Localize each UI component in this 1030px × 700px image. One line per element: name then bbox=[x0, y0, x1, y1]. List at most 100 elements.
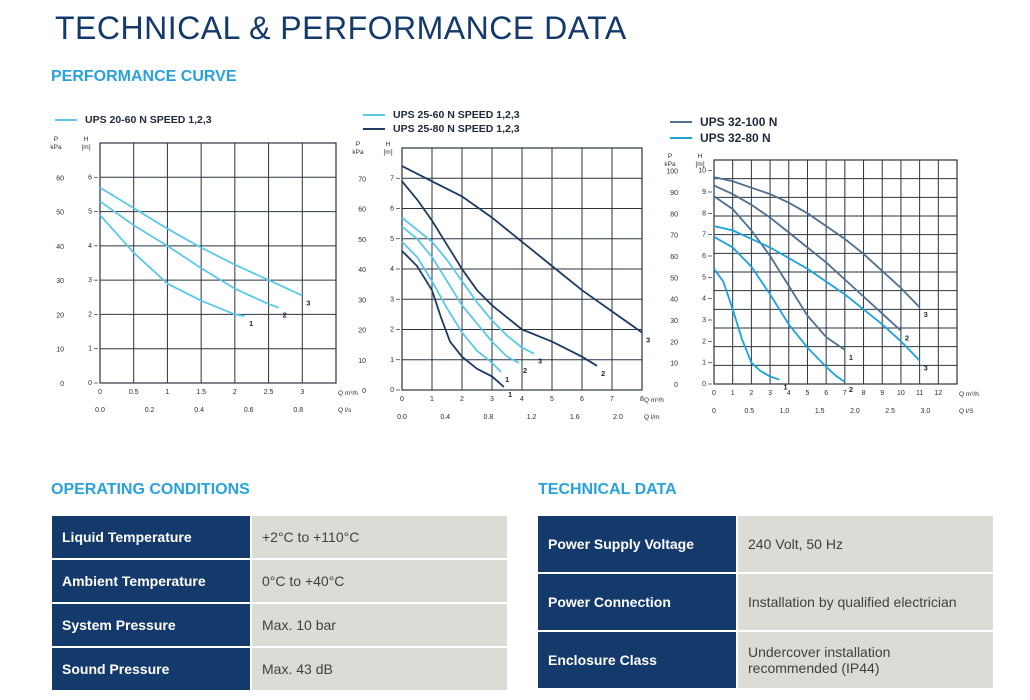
legend-entry: UPS 20-60 N SPEED 1,2,3 bbox=[55, 113, 212, 127]
x-ls-tick-label: 2.0 bbox=[613, 414, 623, 421]
x-flow-tick-label: 3 bbox=[300, 389, 304, 396]
legend-swatch bbox=[670, 137, 692, 139]
x-flow-tick-label: 8 bbox=[862, 390, 866, 397]
y-pressure-unit-label: kPa bbox=[50, 144, 62, 151]
table-row: Liquid Temperature +2°C to +110°C bbox=[50, 514, 509, 560]
x-ls-tick-label: 1.2 bbox=[527, 414, 537, 421]
y-head-tick-label: 3 bbox=[702, 317, 706, 324]
row-value: 0°C to +40°C bbox=[250, 558, 509, 604]
y-head-tick-label: 6 bbox=[390, 206, 394, 213]
x-flow-tick-label: 2 bbox=[233, 389, 237, 396]
performance-curve-heading: PERFORMANCE CURVE bbox=[51, 68, 237, 85]
y-pressure-tick-label: 30 bbox=[670, 318, 678, 325]
y-pressure-tick-label: 40 bbox=[56, 244, 64, 251]
x-flow-tick-label: 3 bbox=[768, 390, 772, 397]
legend-swatch bbox=[363, 114, 385, 116]
row-key: Sound Pressure bbox=[50, 646, 252, 692]
legend-label: UPS 32-80 N bbox=[700, 131, 771, 145]
series-line bbox=[713, 195, 846, 351]
series-line bbox=[401, 216, 535, 355]
legend-entry: UPS 25-80 N SPEED 1,2,3 bbox=[363, 122, 520, 136]
x-flow-tick-label: 4 bbox=[787, 390, 791, 397]
series-label: 1 bbox=[783, 383, 787, 392]
row-value: +2°C to +110°C bbox=[250, 514, 509, 560]
series-line bbox=[713, 225, 921, 362]
x-flow-tick-label: 8 bbox=[640, 396, 644, 403]
y-head-unit-label: [m] bbox=[383, 149, 392, 156]
x-ls-tick-label: 2.0 bbox=[850, 408, 860, 415]
x-flow-unit-label: Q m³/h bbox=[338, 390, 358, 397]
y-pressure-unit-label: kPa bbox=[664, 161, 676, 168]
table-row: Ambient Temperature 0°C to +40°C bbox=[50, 558, 509, 604]
legend-swatch bbox=[363, 128, 385, 130]
x-flow-tick-label: 7 bbox=[843, 390, 847, 397]
x-flow-tick-label: 6 bbox=[580, 396, 584, 403]
series-line bbox=[401, 180, 598, 367]
series-line bbox=[99, 214, 246, 317]
y-pressure-tick-label: 10 bbox=[56, 347, 64, 354]
series-line bbox=[99, 200, 279, 309]
chart3-legend: UPS 32-100 N UPS 32-80 N bbox=[670, 114, 777, 146]
y-head-tick-label: 2 bbox=[390, 327, 394, 334]
legend-swatch bbox=[55, 119, 77, 121]
y-head-tick-label: 0 bbox=[702, 381, 706, 388]
x-ls-unit-label: Q l/s bbox=[338, 407, 352, 414]
y-pressure-tick-label: 30 bbox=[56, 278, 64, 285]
y-head-unit-label: [m] bbox=[695, 161, 704, 168]
y-pressure-unit-label: kPa bbox=[352, 149, 364, 156]
row-key: Enclosure Class bbox=[536, 630, 738, 690]
x-flow-unit-label: Q m³/h bbox=[959, 391, 979, 398]
x-flow-tick-label: 1.5 bbox=[196, 389, 206, 396]
x-flow-tick-label: 0.5 bbox=[129, 389, 139, 396]
x-flow-tick-label: 11 bbox=[916, 390, 923, 397]
series-line bbox=[99, 186, 303, 297]
y-head-tick-label: 0 bbox=[88, 380, 92, 387]
x-flow-tick-label: 6 bbox=[824, 390, 828, 397]
x-ls-tick-label: 0.8 bbox=[293, 407, 303, 414]
x-flow-tick-label: 1 bbox=[165, 389, 169, 396]
series-label: 1 bbox=[849, 353, 853, 362]
x-flow-unit-label: Q m³/h bbox=[644, 397, 664, 404]
x-flow-tick-label: 10 bbox=[897, 390, 905, 397]
y-pressure-tick-label: 70 bbox=[670, 233, 678, 240]
operating-conditions-heading: OPERATING CONDITIONS bbox=[51, 481, 250, 498]
x-ls-tick-label: 1.6 bbox=[570, 414, 580, 421]
y-pressure-tick-label: 0 bbox=[60, 381, 64, 388]
row-key: System Pressure bbox=[50, 602, 252, 648]
series-label: 1 bbox=[505, 375, 509, 384]
y-head-unit-label: H bbox=[698, 153, 703, 160]
legend-entry: UPS 32-80 N bbox=[670, 130, 777, 146]
x-flow-tick-label: 9 bbox=[880, 390, 884, 397]
x-flow-tick-label: 4 bbox=[520, 396, 524, 403]
chart2-legend: UPS 25-60 N SPEED 1,2,3 UPS 25-80 N SPEE… bbox=[363, 108, 520, 136]
series-label: 1 bbox=[249, 319, 253, 328]
legend-entry: UPS 32-100 N bbox=[670, 114, 777, 130]
row-value: Max. 10 bar bbox=[250, 602, 509, 648]
y-pressure-tick-label: 70 bbox=[358, 176, 366, 183]
table-row: System Pressure Max. 10 bar bbox=[50, 602, 509, 648]
legend-entry: UPS 25-60 N SPEED 1,2,3 bbox=[363, 108, 520, 122]
x-ls-tick-label: 3.0 bbox=[921, 408, 931, 415]
y-pressure-tick-label: 0 bbox=[362, 388, 366, 395]
x-ls-tick-label: 1.5 bbox=[815, 408, 825, 415]
x-ls-tick-label: 0.4 bbox=[440, 414, 450, 421]
legend-label: UPS 32-100 N bbox=[700, 115, 778, 129]
table-row: Power Supply Voltage 240 Volt, 50 Hz bbox=[536, 514, 995, 574]
y-pressure-tick-label: 90 bbox=[670, 190, 678, 197]
series-line bbox=[401, 241, 502, 373]
y-head-tick-label: 5 bbox=[390, 236, 394, 243]
y-head-tick-label: 10 bbox=[698, 168, 706, 175]
x-flow-tick-label: 12 bbox=[934, 390, 942, 397]
y-head-tick-label: 1 bbox=[702, 360, 706, 367]
x-flow-tick-label: 3 bbox=[490, 396, 494, 403]
x-flow-tick-label: 1 bbox=[430, 396, 434, 403]
y-pressure-unit-label: P bbox=[54, 136, 58, 143]
y-pressure-tick-label: 10 bbox=[358, 358, 366, 365]
series-line bbox=[713, 236, 846, 383]
x-ls-tick-label: 2.5 bbox=[885, 408, 895, 415]
row-value: 240 Volt, 50 Hz bbox=[736, 514, 995, 574]
series-line bbox=[401, 165, 643, 334]
row-key: Liquid Temperature bbox=[50, 514, 252, 560]
x-ls-tick-label: 1.0 bbox=[780, 408, 790, 415]
x-ls-tick-label: 0.0 bbox=[95, 407, 105, 414]
